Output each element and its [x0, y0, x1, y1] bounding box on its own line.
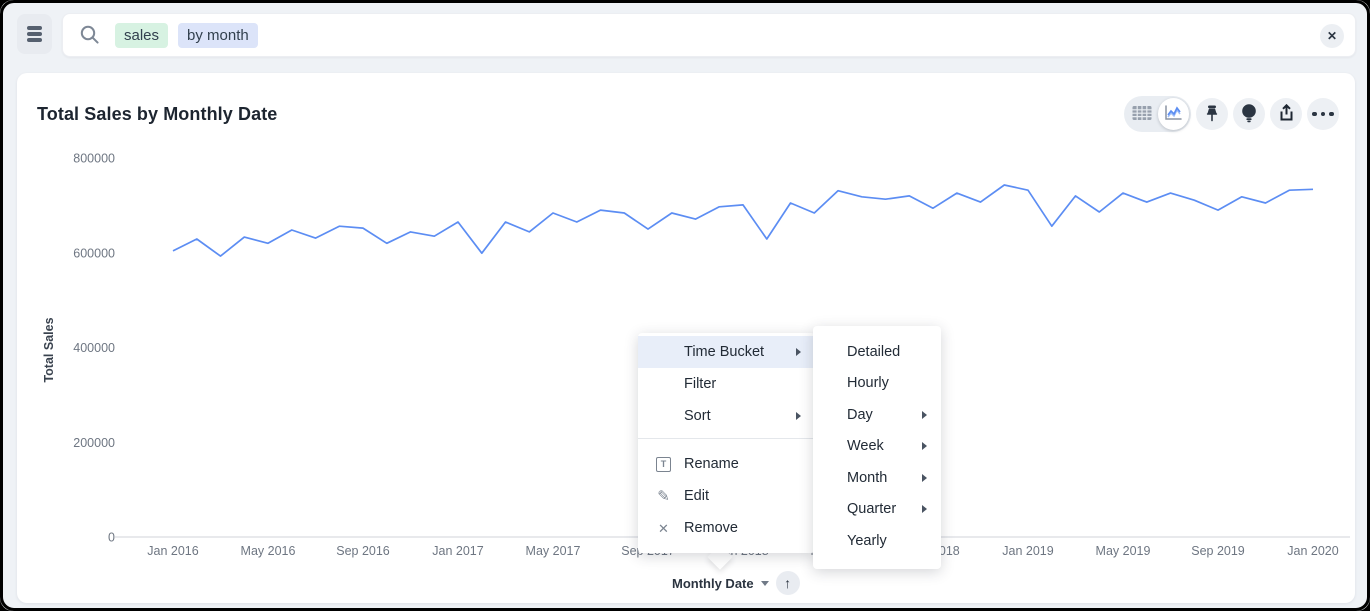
svg-text:May 2016: May 2016	[241, 544, 296, 558]
svg-text:200000: 200000	[73, 436, 115, 450]
search-icon	[79, 24, 101, 46]
menu-item-label: Time Bucket	[684, 344, 765, 360]
menu-item-filter[interactable]: Filter	[638, 368, 815, 400]
submenu-chevron-icon	[796, 348, 801, 356]
chart-toolbar	[1124, 96, 1339, 132]
rename-icon: T	[655, 456, 672, 472]
svg-text:May 2019: May 2019	[1096, 544, 1151, 558]
view-toggle	[1124, 96, 1191, 132]
table-view-toggle[interactable]	[1126, 98, 1158, 130]
ellipsis-icon	[1312, 111, 1334, 117]
svg-text:Sep 2016: Sep 2016	[336, 544, 390, 558]
pin-button[interactable]	[1196, 98, 1228, 130]
context-menu: Time Bucket Filter Sort T Rename ✎ Edit …	[638, 333, 815, 553]
line-chart-icon	[1163, 104, 1183, 125]
submenu-item-label: Quarter	[847, 501, 897, 518]
search-input[interactable]: sales by month ✕	[62, 13, 1356, 57]
lightbulb-icon	[1240, 103, 1258, 126]
svg-text:Jan 2019: Jan 2019	[1002, 544, 1053, 558]
chart-title: Total Sales by Monthly Date	[37, 104, 278, 124]
clear-search-button[interactable]: ✕	[1320, 24, 1344, 48]
search-token-sales[interactable]: sales	[115, 22, 169, 48]
submenu-item-detailed[interactable]: Detailed	[813, 336, 941, 368]
submenu-item-label: Week	[847, 438, 884, 455]
y-axis-title: Total Sales	[42, 317, 56, 382]
submenu-chevron-icon	[922, 442, 927, 451]
svg-text:Jan 2017: Jan 2017	[432, 544, 483, 558]
menu-item-rename[interactable]: T Rename	[638, 448, 815, 480]
table-icon	[1132, 105, 1152, 124]
pin-icon	[1203, 104, 1221, 125]
submenu-item-quarter[interactable]: Quarter	[813, 494, 941, 526]
submenu-item-label: Hourly	[847, 375, 889, 392]
menu-item-sort[interactable]: Sort	[638, 400, 815, 432]
more-options-button[interactable]	[1307, 98, 1339, 130]
svg-text:600000: 600000	[73, 246, 115, 260]
menu-item-label: Sort	[684, 408, 711, 424]
x-axis-column-button[interactable]: Monthly Date	[672, 576, 769, 591]
svg-text:May 2017: May 2017	[526, 544, 581, 558]
menu-item-label: Rename	[684, 456, 739, 472]
y-axis-ticks: 0 200000 400000 600000 800000	[73, 152, 115, 545]
share-button[interactable]	[1270, 98, 1302, 130]
svg-text:Jan 2016: Jan 2016	[147, 544, 198, 558]
menu-item-label: Remove	[684, 520, 738, 536]
submenu-item-label: Day	[847, 406, 873, 423]
arrow-up-icon: ↑	[784, 575, 792, 591]
database-icon	[27, 25, 42, 43]
submenu-chevron-icon	[922, 410, 927, 419]
submenu-chevron-icon	[922, 505, 927, 514]
menu-item-remove[interactable]: ✕ Remove	[638, 512, 815, 544]
caret-down-icon	[760, 580, 769, 586]
svg-text:800000: 800000	[73, 152, 115, 166]
submenu-item-week[interactable]: Week	[813, 431, 941, 463]
menu-item-time-bucket[interactable]: Time Bucket	[638, 336, 815, 368]
share-icon	[1277, 103, 1296, 125]
submenu-chevron-icon	[796, 412, 801, 420]
close-icon: ✕	[1326, 29, 1338, 43]
svg-text:Sep 2019: Sep 2019	[1191, 544, 1245, 558]
submenu-item-day[interactable]: Day	[813, 399, 941, 431]
submenu-item-label: Month	[847, 469, 888, 486]
top-search-bar: sales by month ✕	[0, 0, 1370, 70]
time-bucket-submenu: Detailed Hourly Day Week Month Quarter Y…	[813, 326, 941, 569]
x-axis-column-label: Monthly Date	[672, 575, 754, 591]
submenu-item-hourly[interactable]: Hourly	[813, 368, 941, 400]
submenu-item-month[interactable]: Month	[813, 462, 941, 494]
sales-line-series[interactable]	[172, 184, 1314, 257]
data-source-button[interactable]	[17, 14, 52, 54]
menu-item-label: Filter	[684, 376, 717, 392]
edit-icon: ✎	[657, 487, 670, 505]
submenu-item-label: Yearly	[847, 532, 887, 549]
svg-text:Jan 2020: Jan 2020	[1287, 544, 1338, 558]
x-axis-control: Monthly Date ↑	[672, 571, 800, 595]
menu-item-label: Edit	[684, 488, 709, 504]
sort-ascending-button[interactable]: ↑	[775, 571, 800, 595]
search-token-by-month[interactable]: by month	[178, 22, 258, 48]
remove-icon: ✕	[658, 520, 669, 536]
chart-view-toggle[interactable]	[1157, 98, 1189, 130]
menu-divider	[638, 438, 815, 439]
svg-text:400000: 400000	[73, 341, 115, 355]
menu-item-edit[interactable]: ✎ Edit	[638, 480, 815, 512]
submenu-chevron-icon	[922, 473, 927, 482]
insights-button[interactable]	[1233, 98, 1265, 130]
submenu-item-yearly[interactable]: Yearly	[813, 525, 941, 557]
svg-text:0: 0	[108, 531, 115, 545]
submenu-item-label: Detailed	[847, 343, 901, 360]
